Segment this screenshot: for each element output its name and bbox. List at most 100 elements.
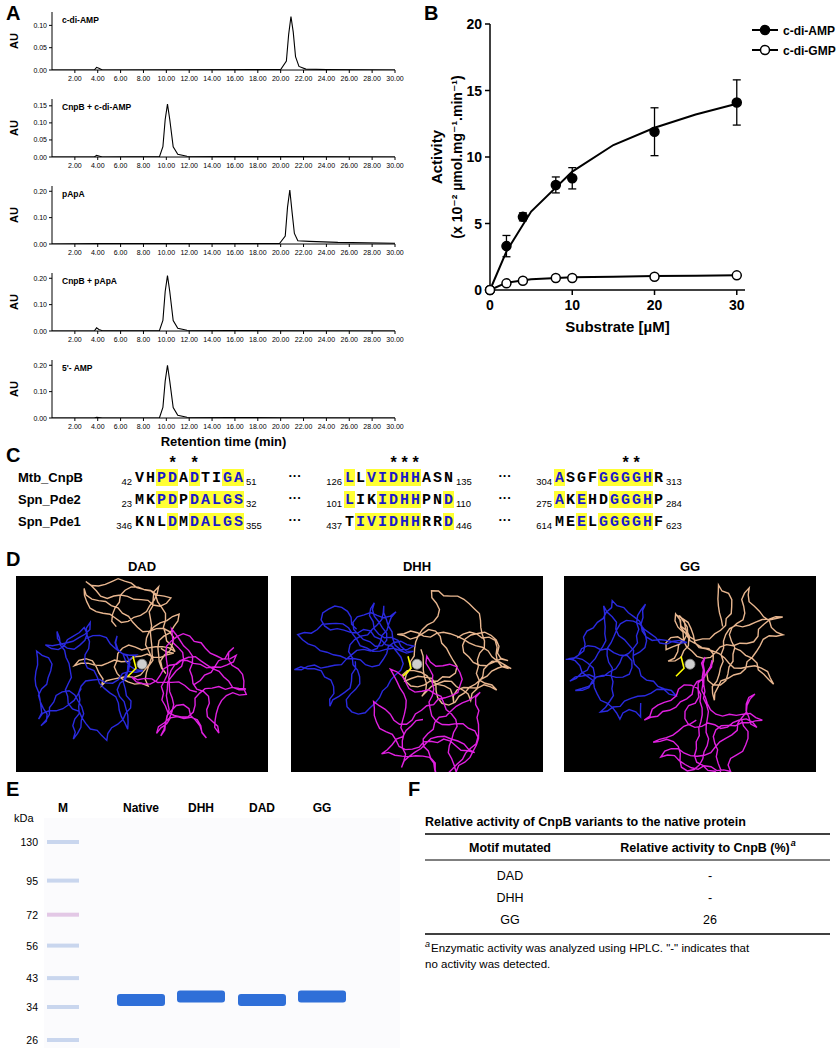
y-axis-label: Activity	[428, 129, 445, 184]
residue: K	[367, 492, 376, 509]
x-tick-label: 18.00	[249, 336, 267, 343]
y-axis	[52, 273, 53, 331]
x-tick-label: 20.00	[272, 336, 290, 343]
point	[502, 242, 511, 251]
residue: V	[367, 470, 376, 487]
x-tick-label: 12.00	[180, 336, 198, 343]
x-tick-label: 12.00	[180, 162, 198, 169]
residue: V	[135, 470, 144, 487]
residue: I	[378, 514, 387, 531]
highlight	[598, 469, 609, 486]
residue: G	[632, 470, 641, 487]
point	[518, 212, 527, 221]
y-tick	[49, 191, 52, 192]
residue: G	[223, 492, 232, 509]
legend: c-di-AMPc-di-GMP	[752, 24, 836, 58]
x-tick	[303, 418, 304, 421]
x-tick-label: 24.00	[318, 162, 336, 169]
x-tick	[120, 70, 121, 73]
x-tick	[189, 157, 190, 160]
y-tick-label: 0.10	[33, 22, 47, 29]
highlight	[377, 513, 388, 530]
residue: T	[201, 470, 210, 487]
highlight	[211, 513, 222, 530]
residue: S	[566, 470, 575, 487]
x-tick-label: 12.00	[180, 75, 198, 82]
y-axis	[52, 99, 53, 157]
x-tick-label: 22.00	[295, 162, 313, 169]
residue: D	[190, 492, 199, 509]
x-tick	[97, 70, 98, 73]
x-tick	[303, 331, 304, 334]
y-tick	[485, 23, 490, 25]
y-tick	[49, 331, 52, 332]
gap: ···	[499, 468, 512, 483]
table-header: Motif mutated	[469, 841, 551, 855]
x-tick-label: 10.00	[158, 249, 176, 256]
table-cell: -	[708, 891, 712, 905]
error-bar	[502, 235, 510, 256]
sequence: KNLDMDALGS	[135, 514, 243, 531]
y-tick-label: 0.10	[33, 119, 47, 126]
point	[732, 98, 741, 107]
residue: A	[201, 492, 210, 509]
residue: G	[621, 470, 630, 487]
error-cap	[552, 192, 560, 193]
highlight	[344, 491, 355, 508]
highlight	[620, 491, 631, 508]
table-cell: -	[708, 869, 712, 883]
residue: L	[588, 514, 597, 531]
x-tick	[143, 418, 144, 421]
ladder-band	[47, 840, 79, 844]
error-bar	[568, 168, 576, 189]
highlight	[366, 513, 377, 530]
structure-label: GG	[680, 559, 700, 574]
error-cap	[502, 235, 510, 236]
x-tick-label: 24.00	[318, 75, 336, 82]
highlight	[222, 469, 233, 486]
residue: I	[212, 470, 221, 487]
x-tick-label: 10.00	[158, 162, 176, 169]
x-tick	[212, 418, 213, 421]
residue: P	[157, 492, 166, 509]
point	[486, 286, 495, 295]
alignment: *******Mtb_CnpB42VHPDADTIGA51···126LLVID…	[18, 454, 682, 531]
structure-background	[291, 576, 543, 772]
point	[518, 276, 527, 285]
x-tick	[212, 70, 213, 73]
point	[568, 174, 577, 183]
residue: D	[168, 492, 177, 509]
y-axis	[52, 360, 53, 418]
x-tick-label: 24.00	[318, 423, 336, 430]
y-axis-label: AU	[8, 294, 20, 310]
x-tick	[74, 331, 75, 334]
x-tick	[326, 157, 327, 160]
highlight	[189, 469, 200, 486]
residue: D	[389, 492, 398, 509]
residue: G	[621, 492, 630, 509]
x-tick-label: 16.00	[226, 162, 244, 169]
panel-label: E	[6, 778, 19, 800]
x-tick-label: 24.00	[318, 336, 336, 343]
x-tick	[234, 244, 235, 247]
residue-number: 32	[246, 498, 257, 509]
residue: H	[400, 492, 409, 509]
residue: G	[610, 492, 619, 509]
gel: kDaMNativeDHHDADGG130957256433426	[14, 801, 400, 1048]
error-cap	[568, 188, 576, 189]
residue: H	[411, 514, 420, 531]
residue: H	[643, 492, 652, 509]
highlight	[576, 513, 587, 530]
gel-background	[44, 818, 400, 1048]
highlight	[200, 513, 211, 530]
residue: D	[389, 514, 398, 531]
x-tick-label: 18.00	[249, 423, 267, 430]
x-tick-label: 30.00	[386, 423, 404, 430]
x-tick-label: 4.00	[91, 162, 105, 169]
legend-label: c-di-GMP	[783, 44, 836, 58]
x-tick	[395, 331, 396, 334]
x-tick-label: 28.00	[363, 75, 381, 82]
residue: L	[212, 514, 221, 531]
x-tick-label: 28.00	[363, 162, 381, 169]
highlight	[377, 469, 388, 486]
